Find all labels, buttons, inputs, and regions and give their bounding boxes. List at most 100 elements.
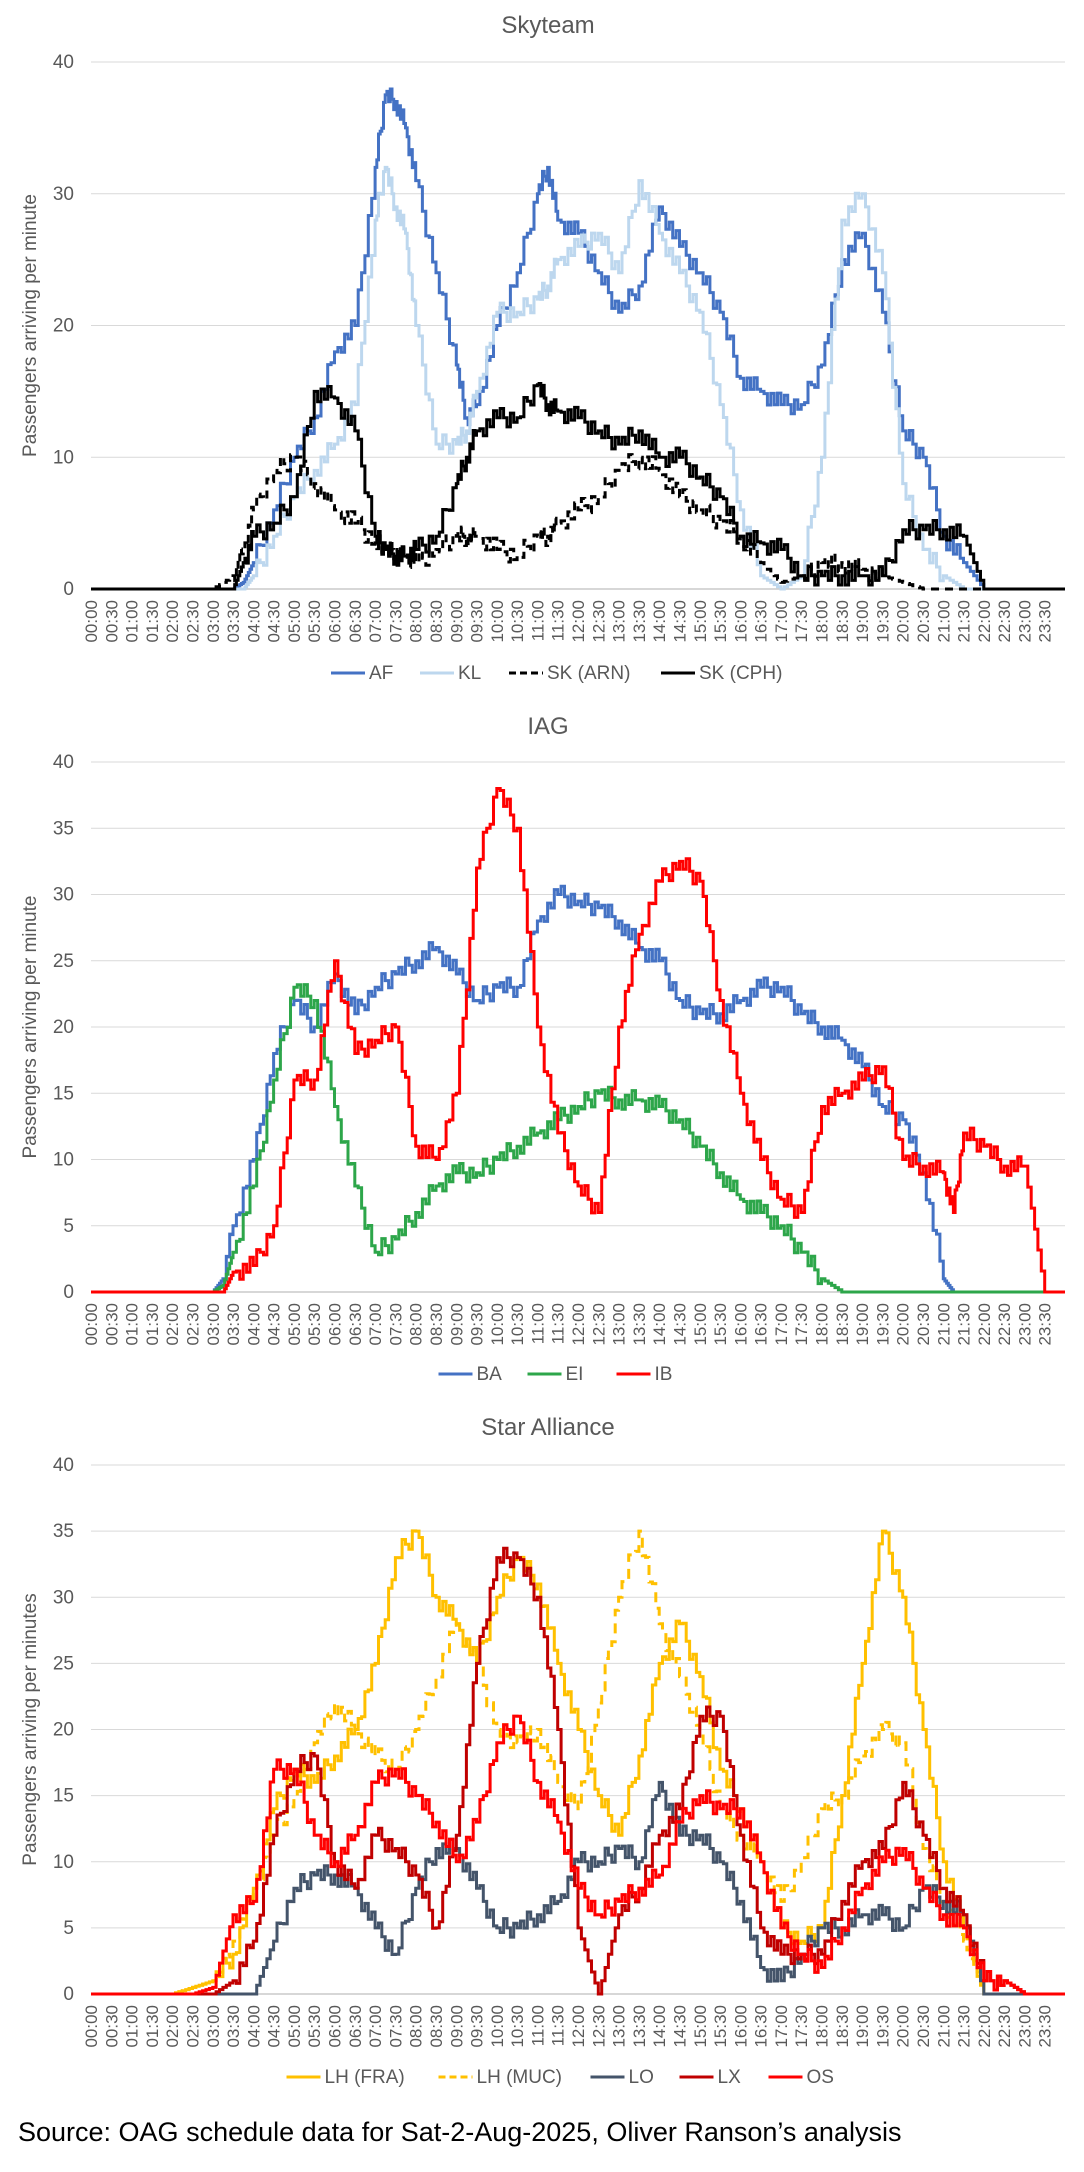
x-tick-label: 12:30 [589, 600, 608, 643]
x-tick-label: 23:30 [1036, 600, 1055, 643]
x-tick-label: 00:00 [82, 600, 101, 643]
x-tick-label: 04:30 [265, 2005, 284, 2048]
x-tick-label: 14:00 [650, 2005, 669, 2048]
x-tick-label: 11:00 [528, 2005, 547, 2046]
x-tick-label: 00:30 [102, 2005, 121, 2048]
legend-label-ib: IB [655, 1364, 673, 1385]
x-tick-label: 11:30 [549, 600, 568, 641]
x-tick-label: 03:00 [204, 600, 223, 643]
x-tick-label: 14:30 [670, 2005, 689, 2048]
x-tick-label: 01:00 [123, 1303, 142, 1346]
x-tick-label: 04:30 [265, 600, 284, 643]
legend-label-sk-cph: SK (CPH) [699, 663, 782, 684]
x-tick-label: 05:30 [305, 600, 324, 643]
y-tick-label: 0 [63, 1984, 74, 2005]
legend-label-lh-muc: LH (MUC) [477, 2067, 563, 2088]
x-tick-label: 15:30 [711, 600, 730, 643]
x-tick-label: 03:00 [204, 1303, 223, 1346]
x-tick-label: 02:30 [183, 2005, 202, 2048]
x-tick-label: 12:00 [569, 600, 588, 643]
y-tick-label: 15 [53, 1083, 74, 1104]
x-tick-label: 18:30 [833, 600, 852, 643]
x-tick-label: 21:30 [955, 600, 974, 643]
x-tick-label: 21:00 [934, 600, 953, 643]
x-tick-label: 09:30 [468, 1303, 487, 1346]
x-tick-label: 06:30 [346, 600, 365, 643]
x-tick-label: 07:30 [386, 600, 405, 643]
x-tick-label: 08:00 [407, 2005, 426, 2048]
x-tick-label: 19:00 [853, 600, 872, 643]
x-tick-label: 13:30 [630, 2005, 649, 2048]
x-tick-label: 07:00 [366, 600, 385, 643]
x-tick-label: 01:00 [123, 2005, 142, 2048]
chart-iag: IAG 0 5 10 15 20 25 30 35 40 Passengers arriving p… [20, 713, 1065, 1385]
x-tick-label: 16:30 [752, 600, 771, 643]
x-tick-label: 09:00 [447, 600, 466, 643]
x-tick-label: 05:00 [285, 2005, 304, 2048]
x-tick-label: 10:00 [488, 600, 507, 643]
x-tick-label: 15:00 [691, 2005, 710, 2048]
legend: AF KL SK (ARN) SK (CPH) [331, 663, 782, 684]
x-tick-label: 23:30 [1036, 1303, 1055, 1346]
x-tick-label: 08:30 [427, 1303, 446, 1346]
x-tick-label: 23:00 [1015, 600, 1034, 643]
x-tick-label: 02:00 [163, 1303, 182, 1346]
x-tick-label: 05:00 [285, 600, 304, 643]
x-tick-label: 15:00 [691, 600, 710, 643]
x-tick-label: 18:00 [813, 1303, 832, 1346]
x-tick-label: 14:30 [670, 1303, 689, 1346]
x-tick-label: 16:00 [731, 2005, 750, 2048]
legend-label-os: OS [807, 2067, 834, 2088]
x-tick-label: 08:30 [427, 2005, 446, 2048]
x-tick-label: 19:30 [873, 1303, 892, 1346]
legend-label-sk-arn: SK (ARN) [547, 663, 630, 684]
y-tick-label: 15 [53, 1786, 74, 1807]
x-tick-label: 12:30 [589, 1303, 608, 1346]
y-tick-label: 20 [53, 316, 74, 337]
y-tick-label: 20 [53, 1720, 74, 1741]
x-tick-label: 22:00 [975, 600, 994, 643]
y-tick-label: 30 [53, 184, 74, 205]
x-tick-label: 07:00 [366, 2005, 385, 2048]
y-tick-label: 5 [63, 1918, 74, 1939]
y-tick-label: 35 [53, 818, 74, 839]
x-tick-label: 19:00 [853, 1303, 872, 1346]
legend-label-lo: LO [629, 2067, 654, 2088]
x-tick-label: 06:30 [346, 1303, 365, 1346]
x-tick-label: 20:30 [914, 1303, 933, 1346]
x-tick-label: 10:00 [488, 1303, 507, 1346]
x-tick-label: 22:30 [995, 2005, 1014, 2048]
x-tick-label: 01:30 [143, 2005, 162, 2048]
chart-title: Star Alliance [481, 1414, 614, 1441]
x-tick-label: 22:00 [975, 1303, 994, 1346]
y-tick-label: 5 [63, 1216, 74, 1237]
y-axis-label: Passengers arriving per minutes [20, 1593, 41, 1865]
x-tick-label: 01:30 [143, 1303, 162, 1346]
x-tick-label: 20:00 [894, 600, 913, 643]
x-tick-label: 02:30 [183, 1303, 202, 1346]
x-tick-label: 20:30 [914, 2005, 933, 2048]
x-tick-label: 16:00 [731, 600, 750, 643]
x-tick-label: 12:00 [569, 1303, 588, 1346]
x-tick-label: 19:00 [853, 2005, 872, 2048]
x-tick-label: 05:00 [285, 1303, 304, 1346]
x-tick-label: 12:00 [569, 2005, 588, 2048]
x-tick-label: 03:30 [224, 600, 243, 643]
legend: LH (FRA) LH (MUC) LO LX OS [286, 2067, 834, 2088]
x-tick-label: 04:00 [244, 2005, 263, 2048]
x-tick-label: 18:00 [813, 600, 832, 643]
x-tick-label: 10:30 [508, 2005, 527, 2048]
x-tick-label: 02:00 [163, 2005, 182, 2048]
x-tick-label: 22:30 [995, 600, 1014, 643]
x-tick-label: 10:30 [508, 1303, 527, 1346]
x-tick-label: 07:00 [366, 1303, 385, 1346]
series-line-lh-muc [91, 1529, 1065, 1996]
x-tick-label: 16:30 [752, 1303, 771, 1346]
x-tick-label: 17:00 [772, 600, 791, 643]
x-tick-label: 22:00 [975, 2005, 994, 2048]
x-tick-label: 00:00 [82, 1303, 101, 1346]
x-tick-label: 18:00 [813, 2005, 832, 2048]
chart-title: IAG [527, 713, 568, 740]
x-tick-label: 06:00 [326, 2005, 345, 2048]
